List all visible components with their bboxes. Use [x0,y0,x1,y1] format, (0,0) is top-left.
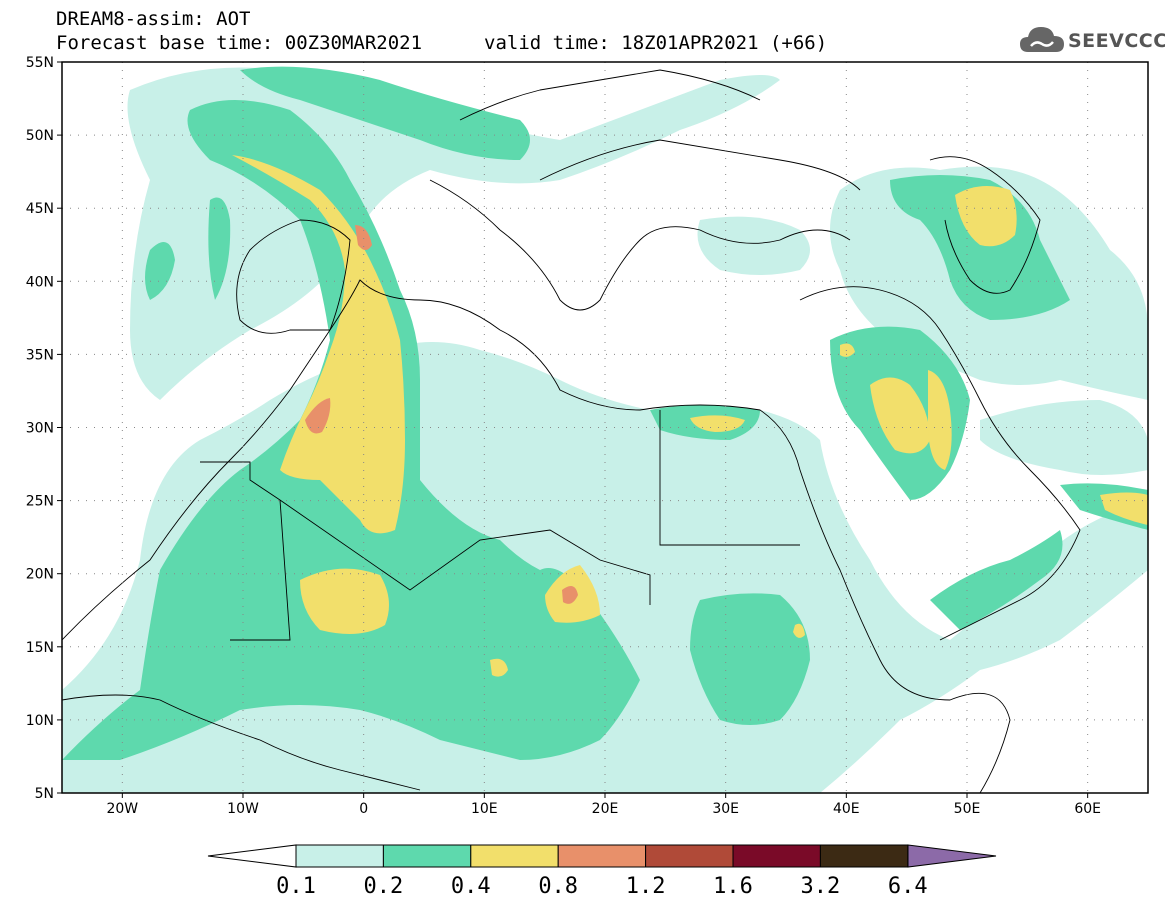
colorbar-label: 0.2 [364,874,404,899]
colorbar-label: 1.2 [626,874,666,899]
colorbar-cell [382,844,472,868]
colorbar-low-arrow [207,844,297,868]
longitude-labels: 20W 10W 0 10E 20E 30E 40E 50E 60E [106,793,1101,817]
lat-label: 30N [26,421,54,437]
lat-label: 45N [26,201,54,217]
valid-time: valid time: 18Z01APR2021 (+66) [484,32,828,54]
colorbar-label: 6.4 [888,874,928,899]
logo-text: SEEVCCC [1068,30,1165,52]
colorbar-label: 3.2 [801,874,841,899]
lon-label: 10W [227,801,259,817]
lat-label: 5N [35,786,54,802]
colorbar-cell [732,844,821,868]
lat-label: 10N [26,713,54,729]
lon-label: 0 [359,801,368,817]
forecast-base-time: Forecast base time: 00Z30MAR2021 [56,32,423,54]
lat-label: 40N [26,274,54,290]
lon-label: 60E [1074,801,1101,817]
lon-label: 30E [712,801,739,817]
colorbar-labels: 0.1 0.2 0.4 0.8 1.2 1.6 3.2 6.4 [276,874,928,899]
colorbar-cell [819,844,909,868]
colorbar-cell [557,844,647,868]
colorbar-label: 0.4 [451,874,491,899]
lat-label: 15N [26,640,54,656]
colorbar: 0.1 0.2 0.4 0.8 1.2 1.6 3.2 6.4 [207,844,997,899]
cloud-logo-icon [1020,27,1064,52]
lon-label: 10E [471,801,498,817]
aot-contours [62,66,1148,793]
colorbar-cell [295,844,384,868]
lat-label: 20N [26,567,54,583]
latitude-labels: 55N 50N 45N 40N 35N 30N 25N 20N 15N 10N 5N [26,55,62,802]
map-title: DREAM8-assim: AOT [56,8,251,30]
lat-label: 50N [26,128,54,144]
lon-label: 20E [592,801,619,817]
coastlines [62,69,1081,793]
lat-label: 35N [26,347,54,363]
colorbar-label: 0.8 [538,874,578,899]
colorbar-label: 1.6 [713,874,753,899]
lat-label: 55N [26,55,54,71]
colorbar-cell [645,844,734,868]
aot-level-orange [305,225,578,604]
colorbar-label: 0.1 [276,874,316,899]
lat-label: 25N [26,494,54,510]
lon-label: 50E [954,801,981,817]
colorbar-cell [470,844,559,868]
seevccc-logo: SEEVCCC [1018,20,1165,60]
colorbar-cells [295,844,909,868]
lon-label: 20W [106,801,138,817]
lon-label: 40E [833,801,860,817]
graticule [62,62,1148,793]
colorbar-high-arrow [907,844,997,868]
